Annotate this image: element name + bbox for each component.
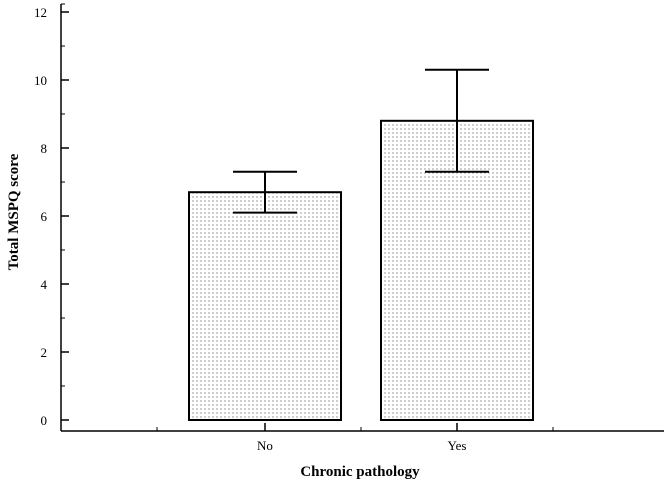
y-tick-label: 6 — [41, 209, 48, 224]
bars-layer — [188, 68, 534, 422]
x-ticks: No Yes — [156, 423, 554, 453]
y-tick-label: 0 — [41, 413, 48, 428]
y-tick-label: 4 — [41, 277, 48, 292]
y-tick-label: 8 — [41, 141, 48, 156]
axes-layer — [60, 4, 664, 432]
bar-no — [188, 191, 342, 421]
y-tick-label: 12 — [34, 5, 47, 20]
x-tick-label-yes: Yes — [448, 438, 467, 453]
x-axis-title: Chronic pathology — [300, 464, 420, 480]
y-tick-label: 10 — [34, 73, 47, 88]
x-tick-label-no: No — [257, 438, 273, 453]
y-ticks: 0 2 4 6 8 10 12 — [34, 3, 69, 428]
y-axis-title: Total MSPQ score — [6, 153, 22, 270]
y-tick-label: 2 — [41, 345, 48, 360]
